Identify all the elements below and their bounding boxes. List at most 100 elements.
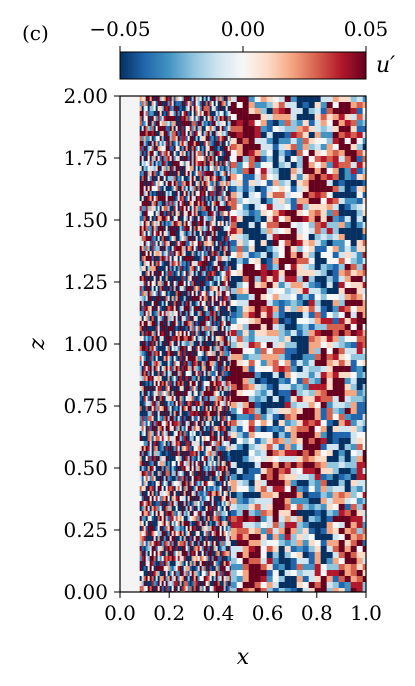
heatmap-cell [163, 401, 166, 407]
heatmap-cell [242, 270, 249, 277]
heatmap-cell [177, 576, 180, 582]
heatmap-cell [149, 286, 152, 292]
heatmap-cell [139, 361, 142, 367]
heatmap-cell [179, 396, 182, 402]
heatmap-cell [143, 131, 146, 137]
heatmap-cell [191, 376, 194, 382]
heatmap-cell [161, 406, 164, 412]
heatmap-cell [195, 236, 198, 242]
heatmap-cell [209, 551, 212, 557]
heatmap-cell [169, 516, 172, 522]
heatmap-cell [219, 561, 222, 567]
heatmap-cell [179, 486, 182, 492]
heatmap-cell [225, 411, 228, 417]
heatmap-cell [161, 541, 164, 547]
heatmap-cell [177, 571, 180, 577]
heatmap-cell [143, 106, 146, 112]
heatmap-cell [191, 441, 194, 447]
heatmap-cell [145, 266, 148, 272]
heatmap-cell [213, 471, 216, 477]
heatmap-cell [189, 131, 192, 137]
heatmap-cell [175, 241, 178, 247]
heatmap-cell [177, 361, 180, 367]
heatmap-cell [211, 556, 214, 562]
heatmap-cell [171, 146, 174, 152]
heatmap-cell [189, 196, 192, 202]
heatmap-cell [191, 311, 194, 317]
heatmap-cell [189, 566, 192, 572]
heatmap-cell [197, 486, 200, 492]
heatmap-cell [242, 348, 249, 355]
heatmap-cell [225, 276, 228, 282]
heatmap-cell [191, 151, 194, 157]
heatmap-cell [173, 521, 176, 527]
heatmap-cell [173, 376, 176, 382]
heatmap-cell [205, 161, 208, 167]
heatmap-cell [207, 126, 210, 132]
heatmap-cell [225, 531, 228, 537]
heatmap-cell [187, 491, 190, 497]
heatmap-cell [223, 251, 226, 257]
heatmap-cell [193, 261, 196, 267]
heatmap-cell [183, 246, 186, 252]
heatmap-cell [179, 301, 182, 307]
heatmap-cell [201, 241, 204, 247]
heatmap-cell [211, 171, 214, 177]
heatmap-cell [177, 146, 180, 152]
heatmap-cell [157, 116, 160, 122]
heatmap-cell [205, 546, 208, 552]
heatmap-cell [171, 321, 174, 327]
heatmap-cell [157, 491, 160, 497]
heatmap-cell [177, 316, 180, 322]
heatmap-cell [225, 181, 228, 187]
heatmap-cell [149, 511, 152, 517]
heatmap-cell [177, 471, 180, 477]
heatmap-cell [187, 311, 190, 317]
heatmap-cell [217, 271, 220, 277]
heatmap-cell [163, 376, 166, 382]
heatmap-cell [141, 256, 144, 262]
heatmap-cell [195, 256, 198, 262]
heatmap-cell [227, 131, 230, 137]
heatmap-cell [215, 321, 218, 327]
heatmap-cell [139, 556, 142, 562]
heatmap-cell [141, 511, 144, 517]
heatmap-cell [181, 581, 184, 587]
heatmap-cell [165, 451, 168, 457]
heatmap-cell [183, 511, 186, 517]
heatmap-cell [209, 501, 212, 507]
heatmap-cell [185, 461, 188, 467]
heatmap-cell [211, 366, 214, 372]
heatmap-cell [161, 241, 164, 247]
heatmap-cell [248, 432, 255, 439]
heatmap-cell [183, 441, 186, 447]
heatmap-cell [147, 426, 150, 432]
heatmap-cell [181, 326, 184, 332]
heatmap-cell [175, 96, 178, 102]
heatmap-cell [223, 241, 226, 247]
heatmap-cell [163, 191, 166, 197]
heatmap-cell [151, 256, 154, 262]
heatmap-cell [181, 236, 184, 242]
heatmap-cell [173, 556, 176, 562]
heatmap-cell [147, 101, 150, 107]
heatmap-cell [248, 216, 255, 223]
heatmap-cell [177, 456, 180, 462]
heatmap-cell [183, 236, 186, 242]
heatmap-cell [163, 466, 166, 472]
heatmap-cell [189, 466, 192, 472]
heatmap-cell [213, 446, 216, 452]
heatmap-cell [139, 221, 142, 227]
heatmap-cell [179, 411, 182, 417]
heatmap-cell [141, 226, 144, 232]
heatmap-cell [189, 186, 192, 192]
heatmap-cell [191, 401, 194, 407]
heatmap-cell [147, 251, 150, 257]
heatmap-cell [207, 561, 210, 567]
heatmap-cell [163, 296, 166, 302]
heatmap-cell [225, 186, 228, 192]
heatmap-cell [169, 251, 172, 257]
heatmap-cell [171, 386, 174, 392]
heatmap-cell [151, 501, 154, 507]
heatmap-cell [173, 251, 176, 257]
